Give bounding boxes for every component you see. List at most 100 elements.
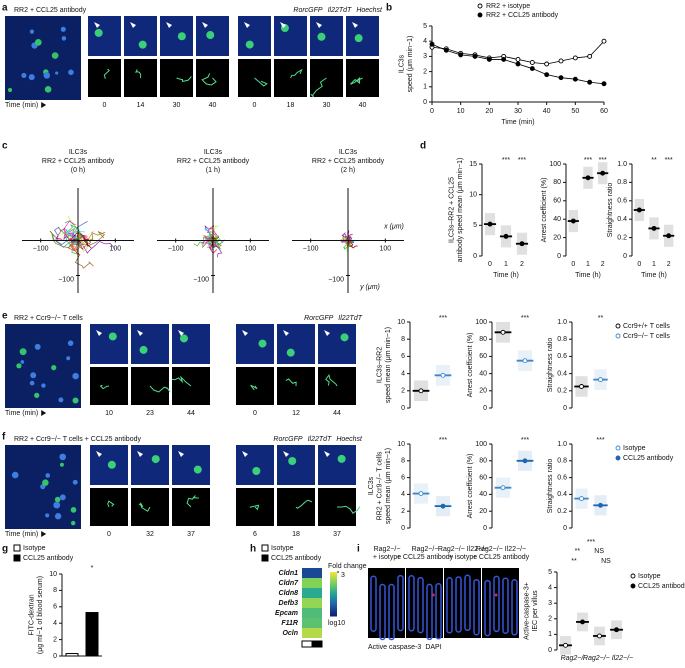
cell [245,40,254,49]
frame-image [131,324,169,364]
time-arrow [41,531,47,537]
frame-image [318,324,356,364]
legend-label: Ccr9+/+ T cells [623,323,670,330]
significance: *** [521,315,529,322]
villus [511,579,518,636]
legend-label: CCL25 antibody [623,455,674,462]
point [579,384,584,389]
y-tick-label: 6 [53,604,57,611]
track [290,68,303,79]
point [440,503,446,509]
row-label: Defb3 [279,600,299,607]
track [103,68,110,79]
condition-label: + isotype [449,554,477,561]
cell [66,356,71,361]
heat-cell [302,578,322,588]
point [597,633,602,639]
channel-label: RorcGFP [273,436,303,443]
legend-label: RR2 + CCL25 antibody [486,12,559,19]
colorbar-step [330,602,337,606]
cell [337,454,346,463]
cell-track [77,240,116,254]
group-box [311,640,323,648]
x-tick-label: Rag2−/− [561,655,588,662]
channel-label: RorcGFP [293,7,323,14]
arrowhead [283,330,289,336]
cell [317,32,326,41]
row-label: Epcam [275,610,298,617]
time-label: 37 [333,531,341,538]
time-label: 44 [187,410,195,417]
track-title: RR2 + CCL25 antibody [177,158,250,165]
cell [59,453,67,461]
legend-swatch [13,554,21,562]
significance: *** [665,157,673,164]
cell [45,473,51,478]
point [544,61,550,67]
y-tick-label: 0.4 [557,491,567,498]
y-axis-label: speed mean (μm min−1) [385,327,392,403]
cell-track [49,230,79,249]
cell [193,465,202,474]
legend-swatch [261,554,269,562]
x-tick-label: 100 [244,245,256,252]
frame-image [124,16,157,56]
x-tick-label: 30 [514,108,522,115]
y-axis-label: Arrest coefficient (%) [467,454,474,519]
x-tick-label: 60 [600,108,608,115]
y-tick-label: 0 [548,647,552,654]
frame-image [318,445,356,485]
time-axis-label: Time (min) [5,102,38,109]
cell-track [202,237,214,248]
cell [29,29,35,34]
track [149,385,171,393]
legend-marker [630,583,636,589]
point [598,377,603,383]
row-label: F11R [281,620,298,627]
y-axis-label: ILC3s [368,476,375,495]
point [601,81,607,87]
point [500,329,506,335]
y-tick-label: 2 [53,636,57,643]
cell [107,460,116,469]
legend-label: Isotype [23,545,46,552]
point [585,175,591,181]
legend-marker [630,573,636,579]
cell [54,496,61,503]
condition-label: Rag2−/− [374,546,401,553]
track [138,502,151,512]
channel-label: RorcGFP [304,315,334,322]
track [295,499,313,509]
x-tick-label: 1 [504,261,508,268]
significance: *** [439,315,447,322]
villus [435,582,442,640]
cell [286,348,295,357]
point [522,358,528,364]
annotation: ** [575,548,581,555]
annotation: NS [601,558,611,565]
point [501,56,507,62]
y-tick-label: 0 [473,253,477,260]
track [350,77,363,85]
y-tick-label: 100 [549,161,561,168]
y-tick-label: 20 [553,234,561,241]
cell [138,40,147,49]
cell [206,31,215,40]
panel-letter: b [386,3,392,14]
cell [139,345,148,354]
y-axis-label: RR2 + Ccr9−/− T cells [376,451,383,520]
point [440,372,446,378]
colorbar-unit: log10 [328,620,345,627]
villus [455,576,462,633]
x-axis-label: x (μm) [383,223,404,230]
channel-label: Hoechst [356,7,383,14]
cell [70,507,77,513]
point [558,75,564,81]
cell [60,26,66,32]
time-label: 0 [253,410,257,417]
bar [65,653,79,657]
channel-label: Il22TdT [338,315,362,322]
y-axis-label: Active-caspase-3+ [523,582,530,640]
villus [388,583,395,641]
stain-label: Active caspase-3 [368,644,421,651]
